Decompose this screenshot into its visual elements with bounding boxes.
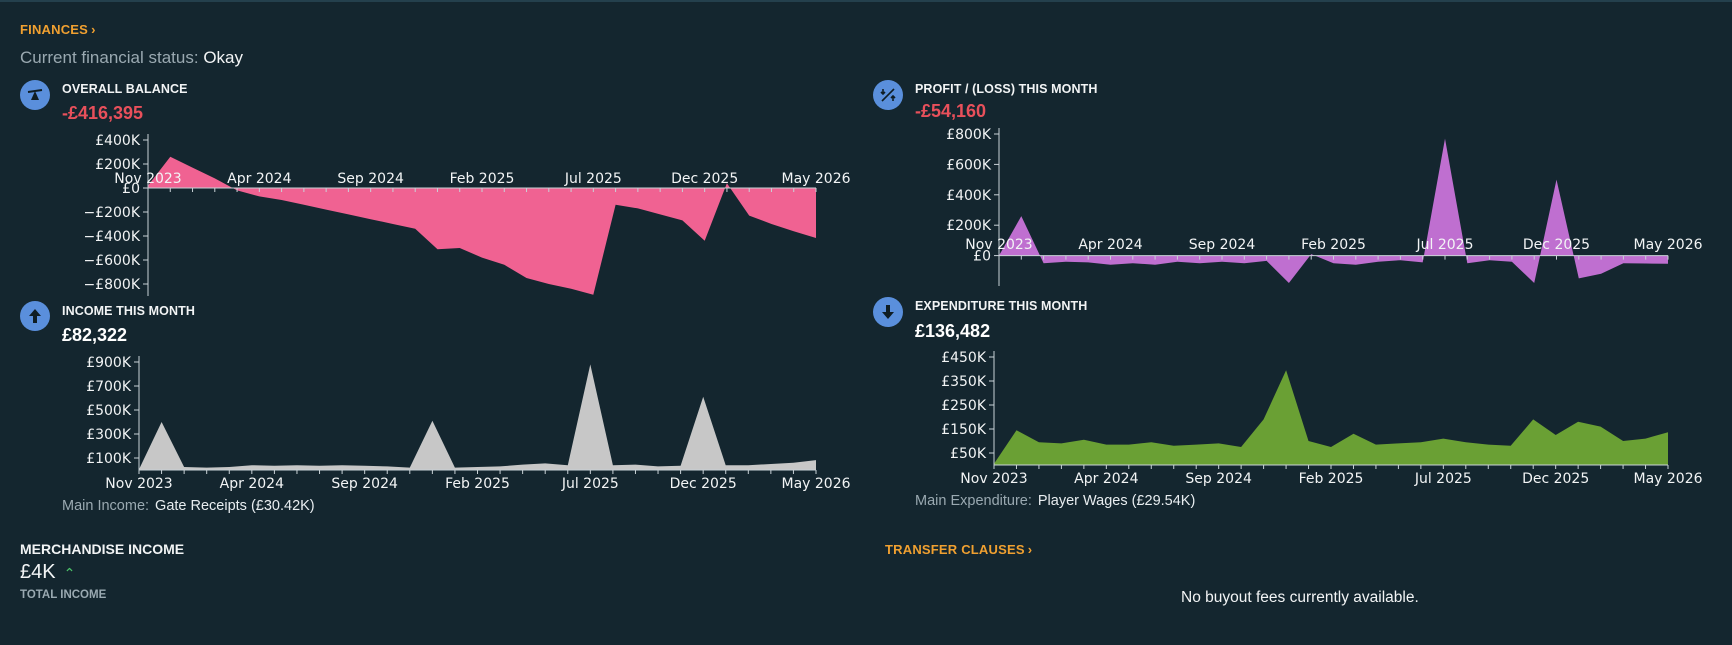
profit-loss-icon (873, 80, 903, 110)
expenditure-x-tick-label: Sep 2024 (1185, 471, 1252, 487)
income-y-tick-label: £300K (86, 427, 132, 443)
profit-x-tick-label: Apr 2024 (1078, 237, 1142, 253)
profit-y-tick-label: £0 (973, 249, 991, 265)
expenditure-title: EXPENDITURE THIS MONTH (915, 299, 1088, 313)
balance-y-tick-label: £0 (122, 181, 140, 197)
finances-link-label: FINANCES (20, 22, 89, 37)
profit-y-tick-label: £800K (946, 127, 992, 143)
chevron-right-icon: › (1027, 542, 1033, 557)
balance-title: OVERALL BALANCE (62, 82, 188, 96)
profit-x-tick-label: Dec 2025 (1523, 237, 1590, 253)
expenditure-x-tick-label: Dec 2025 (1522, 471, 1589, 487)
main-expenditure-value: Player Wages (£29.54K) (1037, 493, 1196, 509)
income-area (139, 364, 816, 470)
income-x-tick-label: Feb 2025 (445, 476, 510, 492)
main-income: Main Income: Gate Receipts (£30.42K) (62, 498, 315, 514)
finances-link[interactable]: FINANCES › (20, 22, 96, 37)
balance-y-tick-label: −£200K (83, 205, 140, 221)
merchandise-subtitle: TOTAL INCOME (20, 589, 107, 601)
main-income-label: Main Income: (62, 498, 150, 514)
expenditure-x-tick-label: May 2026 (1633, 471, 1702, 487)
expenditure-x-tick-label: Feb 2025 (1299, 471, 1364, 487)
profit-title: PROFIT / (LOSS) THIS MONTH (915, 82, 1098, 96)
income-value: £82,322 (62, 325, 128, 345)
financial-status: Current financial status: Okay (20, 48, 243, 68)
balance-y-tick-label: −£600K (83, 253, 140, 269)
profit-x-tick-label: Sep 2024 (1189, 237, 1256, 253)
balance-y-tick-label: −£400K (83, 229, 140, 245)
income-y-tick-label: £100K (86, 451, 132, 467)
arrow-down-icon (873, 297, 903, 327)
main-expenditure: Main Expenditure: Player Wages (£29.54K) (915, 493, 1195, 509)
profit-y-tick-label: £600K (946, 157, 992, 173)
arrow-up-icon (20, 301, 50, 331)
top-border (0, 0, 1732, 2)
income-y-tick-label: £900K (86, 355, 132, 371)
balance-x-tick-label: Dec 2025 (671, 171, 738, 187)
balance-y-tick-label: £200K (95, 157, 141, 173)
expenditure-x-tick-label: Jul 2025 (1414, 471, 1472, 487)
profit-x-tick-label: May 2026 (1633, 237, 1702, 253)
no-buyout-message: No buyout fees currently available. (1181, 589, 1419, 606)
profit-x-tick-label: Feb 2025 (1301, 237, 1366, 253)
balance-y-tick-label: −£800K (83, 277, 140, 293)
expenditure-x-tick-label: Nov 2023 (960, 471, 1027, 487)
expenditure-y-tick-label: £250K (941, 398, 987, 414)
income-x-tick-label: May 2026 (781, 476, 850, 492)
transfer-clauses-label: TRANSFER CLAUSES (885, 542, 1025, 557)
income-title: INCOME THIS MONTH (62, 304, 195, 318)
expenditure-y-tick-label: £150K (941, 422, 987, 438)
income-chart: £900K £700K £500K £300K £100K Nov 2023 Apr 202… (86, 355, 850, 492)
income-x-tick-label: Sep 2024 (331, 476, 398, 492)
expenditure-y-tick-label: £350K (941, 374, 987, 390)
balance-value: -£416,395 (62, 103, 144, 123)
expenditure-value: £136,482 (915, 321, 991, 341)
income-x-tick-label: Nov 2023 (105, 476, 172, 492)
income-x-tick-label: Apr 2024 (220, 476, 284, 492)
expenditure-chart: £450K £350K £250K £150K £50K Nov 2023 Apr 2024… (941, 350, 1702, 487)
chevron-right-icon: › (91, 22, 96, 37)
income-x-tick-label: Dec 2025 (670, 476, 737, 492)
income-x-tick-label: Jul 2025 (561, 476, 619, 492)
trend-up-icon: ⌃ (63, 565, 76, 581)
income-y-tick-label: £500K (86, 403, 132, 419)
balance-chart: £400K £200K £0 −£200K −£400K −£600K −£800K Nov … (83, 133, 851, 296)
profit-x-tick-label: Nov 2023 (965, 237, 1032, 253)
balance-x-tick-label: Nov 2023 (114, 171, 181, 187)
main-income-value: Gate Receipts (£30.42K) (155, 498, 315, 514)
balance-x-tick-label: Apr 2024 (227, 171, 291, 187)
profit-y-tick-label: £200K (946, 218, 992, 234)
merchandise-title: MERCHANDISE INCOME (20, 541, 185, 557)
expenditure-y-tick-label: £450K (941, 350, 987, 366)
expenditure-x-tick-label: Apr 2024 (1074, 471, 1138, 487)
merchandise-income: £4K ⌃ (20, 561, 75, 584)
balance-x-tick-label: Jul 2025 (564, 171, 622, 187)
profit-area (999, 138, 1668, 283)
status-value: Okay (203, 48, 244, 67)
expenditure-area (994, 370, 1668, 465)
income-y-tick-label: £700K (86, 379, 132, 395)
profit-x-tick-label: Jul 2025 (1416, 237, 1474, 253)
balance-scale-icon (20, 80, 50, 110)
profit-value: -£54,160 (915, 101, 987, 121)
main-expenditure-label: Main Expenditure: (915, 493, 1032, 509)
profit-y-tick-label: £400K (946, 188, 992, 204)
status-label: Current financial status: (20, 48, 199, 67)
balance-x-tick-label: Feb 2025 (450, 171, 515, 187)
balance-x-tick-label: May 2026 (781, 171, 850, 187)
expenditure-y-tick-label: £50K (950, 446, 987, 462)
balance-x-tick-label: Sep 2024 (337, 171, 404, 187)
balance-area (148, 156, 816, 295)
merchandise-value: £4K (20, 561, 56, 583)
transfer-clauses-link[interactable]: TRANSFER CLAUSES › (885, 542, 1032, 557)
balance-y-tick-label: £400K (95, 133, 141, 149)
